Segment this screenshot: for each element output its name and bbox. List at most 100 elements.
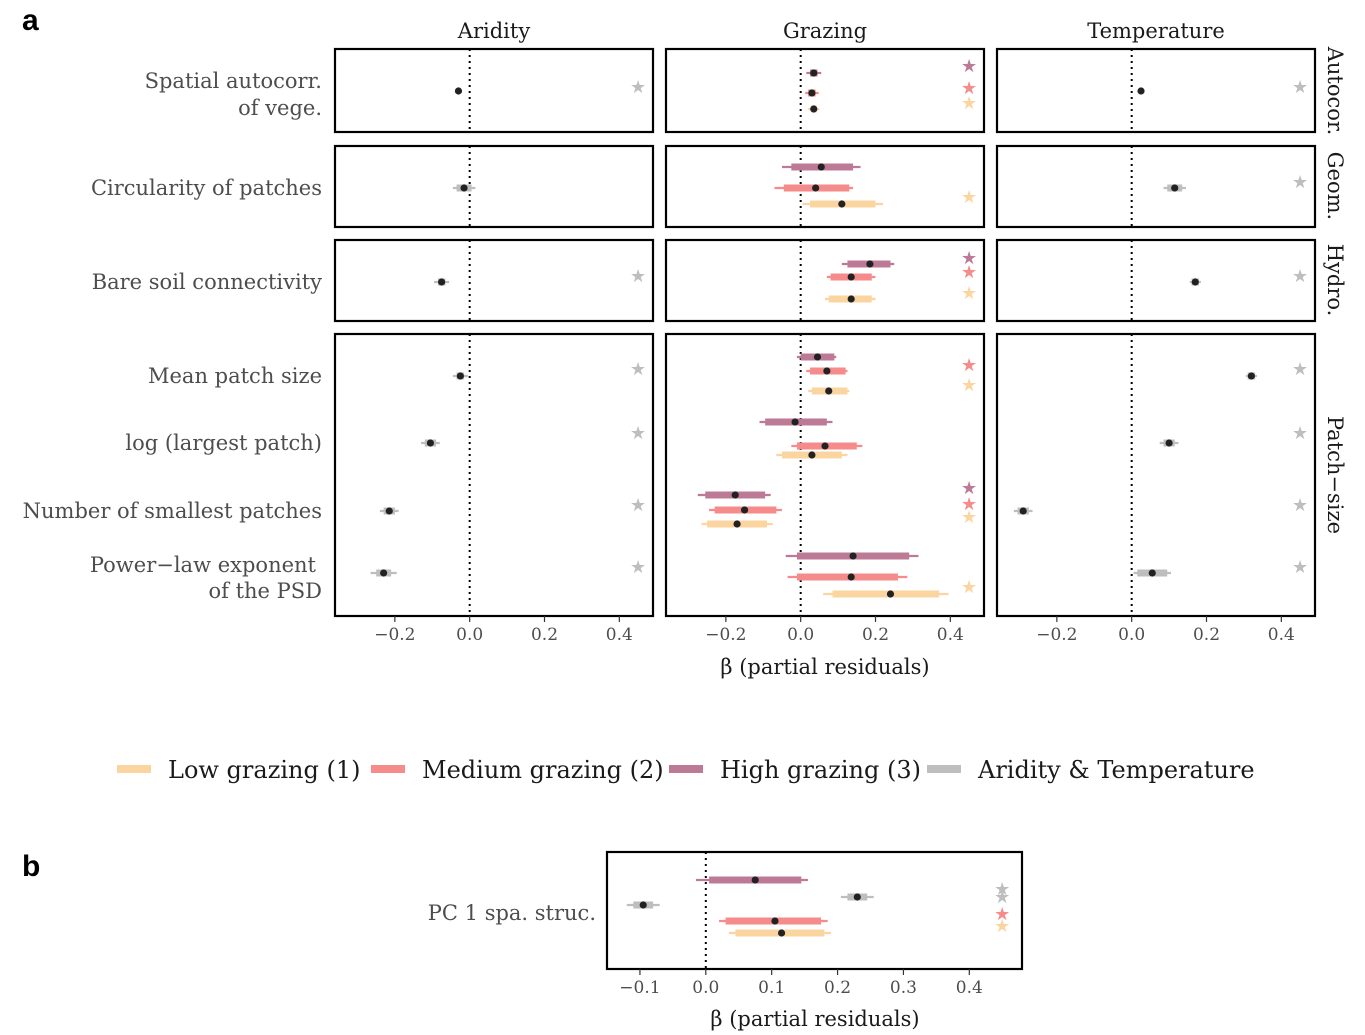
significance-star: ★ xyxy=(961,577,977,598)
significance-star: ★ xyxy=(1292,359,1308,380)
facet-frame-aridity-1 xyxy=(333,144,655,229)
x-tick-label: 0.0 xyxy=(1118,625,1145,645)
facet-frame-aridity-0 xyxy=(333,47,655,134)
legend-label-high: High grazing (3) xyxy=(720,756,921,784)
estimate-point xyxy=(1171,184,1179,192)
estimate-point xyxy=(812,184,820,192)
estimate-point xyxy=(813,353,822,361)
estimate-point xyxy=(821,442,829,450)
facet-frame-aridity-2 xyxy=(333,238,655,323)
significance-star: ★ xyxy=(1292,77,1308,98)
estimate-point xyxy=(1191,278,1199,286)
estimate-point xyxy=(886,590,895,598)
column-title-grazing: Grazing xyxy=(783,19,867,43)
estimate-point xyxy=(438,278,446,286)
significance-star: ★ xyxy=(994,887,1010,908)
significance-star: ★ xyxy=(1292,557,1308,578)
legend: Low grazing (1) Medium grazing (2) High gr… xyxy=(117,756,1255,784)
significance-star: ★ xyxy=(961,187,977,208)
facet-frame-temperature-2 xyxy=(995,238,1317,323)
significance-star: ★ xyxy=(994,879,1010,900)
significance-star: ★ xyxy=(961,494,977,515)
x-tick-label: −0.2 xyxy=(1036,625,1077,645)
facet-frame-temperature-0 xyxy=(995,47,1317,134)
column-title-aridity: Aridity xyxy=(457,19,531,43)
estimate-point xyxy=(849,552,857,560)
x-tick-label: 0.4 xyxy=(956,978,983,998)
estimate-point xyxy=(838,200,846,208)
legend-label-medium: Medium grazing (2) xyxy=(422,756,664,784)
x-tick-label: −0.1 xyxy=(619,978,660,998)
estimate-point xyxy=(825,387,833,395)
significance-star: ★ xyxy=(961,283,977,304)
facet-frame-temperature-1 xyxy=(995,144,1317,229)
significance-star: ★ xyxy=(630,557,646,578)
row-label-smallest-patches: Number of smallest patches xyxy=(23,499,322,523)
significance-star: ★ xyxy=(961,78,977,99)
estimate-point xyxy=(1165,439,1173,447)
facet-frame-aridity-3 xyxy=(333,332,655,618)
row-group-hydro: Hydro. xyxy=(1323,244,1347,317)
chart-marks: −0.2 0.0 0.2 0.4 −0.2 0.0 0.2 0.4 −0.2 0.0 0.2 0.4 ★… xyxy=(333,47,1317,998)
estimate-point xyxy=(733,520,741,528)
row-group-patch-size: Patch−size xyxy=(1323,416,1347,534)
x-tick-label: −0.2 xyxy=(374,625,415,645)
x-axis-title-a: β (partial residuals) xyxy=(720,655,929,679)
estimate-point xyxy=(791,418,799,426)
facet-frame-grazing-1 xyxy=(664,144,986,229)
estimate-point xyxy=(740,506,749,514)
x-axis-title-b: β (partial residuals) xyxy=(710,1007,919,1031)
x-tick-label: 0.2 xyxy=(531,625,558,645)
significance-star: ★ xyxy=(1292,495,1308,516)
estimate-point xyxy=(454,87,463,95)
significance-star: ★ xyxy=(961,93,977,114)
significance-star: ★ xyxy=(630,423,646,444)
significance-star: ★ xyxy=(630,77,646,98)
estimate-point xyxy=(751,876,759,884)
row-label-bare-soil: Bare soil connectivity xyxy=(92,270,322,294)
estimate-point xyxy=(460,184,468,192)
significance-star: ★ xyxy=(961,355,977,376)
estimate-point xyxy=(380,569,388,577)
facet-frame-grazing-0 xyxy=(664,47,986,134)
x-tick-label: 0.4 xyxy=(606,625,633,645)
significance-star: ★ xyxy=(994,904,1010,925)
row-label-largest-patch: log (largest patch) xyxy=(125,431,322,455)
estimate-point xyxy=(1137,87,1145,95)
facet-frame-temperature-3 xyxy=(995,332,1317,618)
x-tick-label: 0.4 xyxy=(937,625,964,645)
facet-frame-pc1 xyxy=(605,850,1024,971)
significance-star: ★ xyxy=(630,495,646,516)
estimate-point xyxy=(426,439,434,447)
row-label-pc1: PC 1 spa. struc. xyxy=(428,901,596,925)
significance-star: ★ xyxy=(630,266,646,287)
legend-label-agg: Aridity & Temperature xyxy=(977,756,1255,784)
estimate-point xyxy=(1019,507,1027,515)
x-tick-label: 0.1 xyxy=(758,978,785,998)
significance-star: ★ xyxy=(961,507,977,528)
estimate-point xyxy=(456,372,464,380)
significance-star: ★ xyxy=(961,375,977,396)
estimate-point xyxy=(847,573,855,581)
estimate-point xyxy=(853,893,861,901)
row-group-geom: Geom. xyxy=(1323,152,1347,220)
column-title-temperature: Temperature xyxy=(1087,19,1225,43)
estimate-point xyxy=(810,69,818,77)
estimate-point xyxy=(771,917,779,925)
x-tick-label: 0.0 xyxy=(787,625,814,645)
estimate-point xyxy=(385,507,393,515)
estimate-point xyxy=(823,367,831,375)
estimate-point xyxy=(1247,372,1255,380)
row-group-autocor: Autocor. xyxy=(1323,46,1347,136)
significance-star: ★ xyxy=(1292,266,1308,287)
significance-star: ★ xyxy=(630,359,646,380)
facet-frame-grazing-3 xyxy=(664,332,986,618)
x-tick-label: 0.0 xyxy=(692,978,719,998)
significance-star: ★ xyxy=(961,262,977,283)
x-tick-label: 0.2 xyxy=(862,625,889,645)
estimate-point xyxy=(808,89,816,97)
facet-frame-grazing-2 xyxy=(664,238,986,323)
significance-star: ★ xyxy=(961,248,977,269)
estimate-point xyxy=(1148,569,1156,577)
